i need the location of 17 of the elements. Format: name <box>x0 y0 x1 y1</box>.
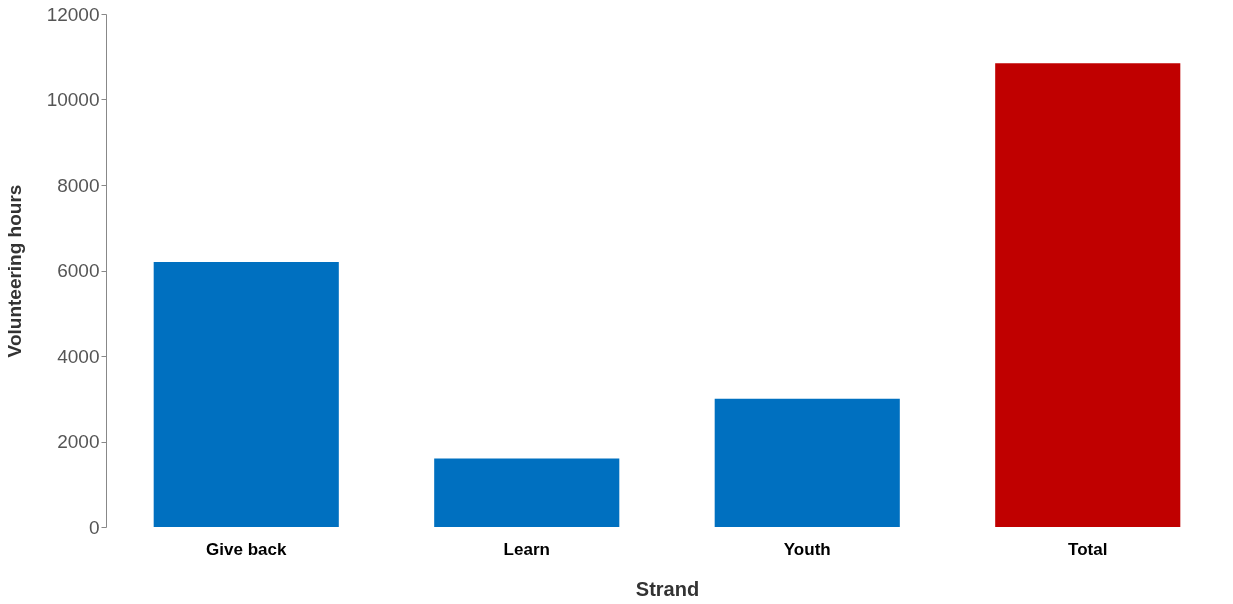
x-tick-label: Total <box>1068 539 1108 559</box>
y-axis-title: Volunteering hours <box>3 184 25 358</box>
x-axis-title: Strand <box>635 577 700 600</box>
x-tick-label: Learn <box>503 539 550 559</box>
x-tick-label: Youth <box>783 539 831 559</box>
bar <box>153 261 339 527</box>
y-tick-label: 8000 <box>57 174 100 196</box>
y-tick-label: 12000 <box>46 3 100 25</box>
y-tick-label: 0 <box>88 516 100 538</box>
bar <box>714 398 900 527</box>
y-tick-label: 6000 <box>57 260 100 281</box>
x-tick-label: Give back <box>206 539 287 559</box>
y-tick-label: 10000 <box>46 89 100 110</box>
y-tick-label: 2000 <box>57 431 100 452</box>
bar <box>995 63 1181 527</box>
y-tick-label: 4000 <box>57 345 100 367</box>
bar <box>434 458 620 527</box>
